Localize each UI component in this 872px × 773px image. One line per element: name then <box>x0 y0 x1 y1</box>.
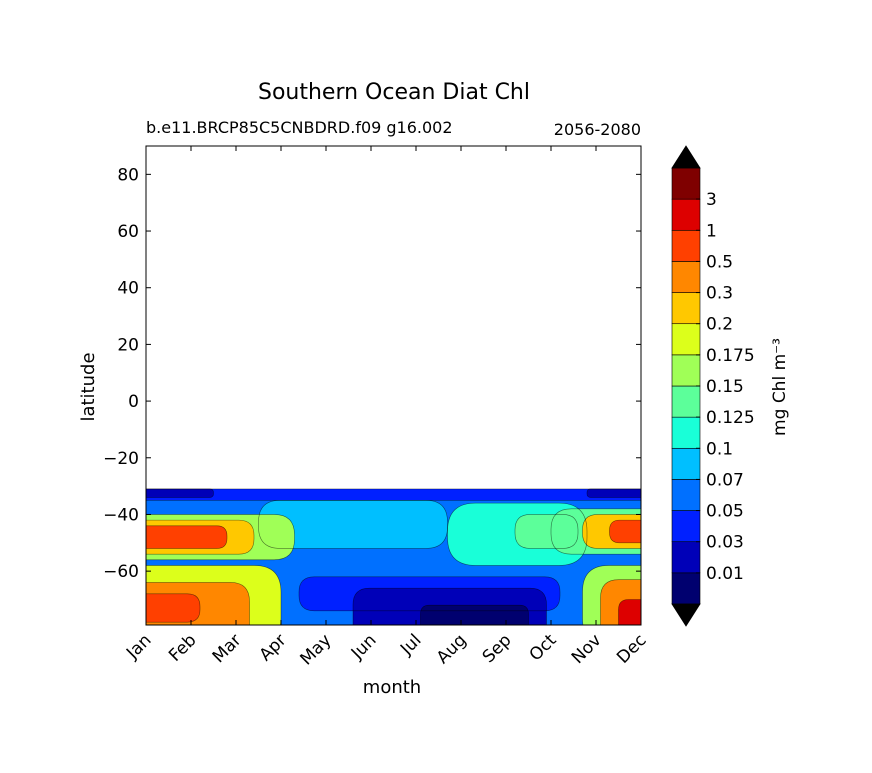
y-axis-label: latitude <box>78 352 99 421</box>
contour-line <box>586 488 641 498</box>
plot-frame <box>145 145 642 626</box>
x-tick-label: Feb <box>165 630 200 665</box>
y-tick-label: −60 <box>103 562 139 582</box>
contour-line <box>600 579 641 625</box>
y-axis: 80 60 40 20 0 −20 −40 −60 <box>103 165 641 582</box>
colorbar-segment <box>671 385 701 418</box>
colorbar-segment <box>671 229 701 262</box>
colorbar-tick-label: 0.01 <box>706 564 744 584</box>
y-tick-label: 60 <box>117 222 139 242</box>
contour-line <box>550 508 641 555</box>
contour-region <box>618 599 641 625</box>
contour-line <box>146 593 201 623</box>
colorbar-tick-label: 0.15 <box>706 377 744 397</box>
contour-line <box>514 514 579 549</box>
contour-region <box>609 520 641 543</box>
colorbar-segment <box>671 447 701 480</box>
colorbar-segment <box>671 572 701 605</box>
colorbar-tick-label: 0.125 <box>706 408 755 428</box>
x-tick-label: Mar <box>209 630 246 667</box>
contour-line <box>146 582 250 625</box>
contour-region <box>587 488 641 498</box>
colorbar-tick-label: 0.07 <box>706 470 744 490</box>
colorbar-tick-label: 0.05 <box>706 502 744 522</box>
colorbar-segment <box>671 479 701 511</box>
colorbar-tick-label: 3 <box>706 190 717 210</box>
x-tick-label: Jun <box>347 630 381 664</box>
colorbar-segment <box>671 292 701 325</box>
x-tick-label: Jan <box>122 630 155 663</box>
x-tick-label: Oct <box>526 630 561 665</box>
contour-region <box>146 593 200 623</box>
x-tick-label: May <box>297 630 336 669</box>
colorbar-segment <box>671 261 701 293</box>
colorbar-extend-up <box>671 145 701 169</box>
colorbar-segment <box>671 167 701 200</box>
contour-line <box>582 565 641 625</box>
chart-subtitle-left: b.e11.BRCP85C5CNBDRD.f09 g16.002 <box>146 118 453 137</box>
y-tick-label: 40 <box>117 279 139 299</box>
contour-line <box>582 514 641 549</box>
x-tick-label: Aug <box>433 630 471 668</box>
colorbar-tick-label: 1 <box>706 221 717 241</box>
x-tick-label: Dec <box>613 630 650 667</box>
contour-line <box>618 599 641 625</box>
contour-region <box>420 605 529 625</box>
y-tick-label: 0 <box>128 392 139 412</box>
colorbar-tick-label: 0.3 <box>706 284 733 304</box>
contour-line <box>146 525 228 549</box>
contour-line <box>298 576 561 612</box>
colorbar-segment <box>671 510 701 543</box>
contour-line <box>609 519 641 544</box>
contour-region <box>146 525 227 549</box>
colorbar-tick-label: 0.5 <box>706 252 733 272</box>
x-axis-label: month <box>363 677 421 698</box>
colorbar-segment <box>671 198 701 231</box>
colorbar-tick-label: 0.175 <box>706 346 755 366</box>
colorbar-segment <box>671 354 701 387</box>
colorbar-label: mg Chl m⁻³ <box>770 338 790 436</box>
chart-subtitle-right: 2056-2080 <box>554 120 641 139</box>
contour-line <box>146 488 214 498</box>
contour-region <box>146 488 214 498</box>
chart-title: Southern Ocean Diat Chl <box>258 80 530 105</box>
x-tick-label: Jul <box>396 630 425 659</box>
colorbar-extend-down <box>671 603 701 627</box>
contour-region <box>258 500 448 549</box>
contour-region <box>146 488 641 501</box>
colorbar-tick-label: 0.1 <box>706 439 733 459</box>
x-tick-label: Sep <box>479 630 516 667</box>
y-tick-label: 20 <box>117 335 139 355</box>
colorbar: 0.01 0.03 0.05 0.07 0.1 0.125 0.15 0.175 0.2 0.3 0… <box>671 145 755 627</box>
colorbar-tick-label: 0.03 <box>706 533 744 553</box>
colorbar-segment <box>671 323 701 356</box>
contour-line <box>352 587 547 625</box>
colorbar-tick-label: 0.2 <box>706 315 733 335</box>
contour-fill <box>146 488 641 625</box>
y-tick-label: −20 <box>103 449 139 469</box>
y-tick-label: 80 <box>117 165 139 185</box>
contour-line <box>146 514 295 561</box>
contour-line <box>258 499 448 549</box>
y-tick-label: −40 <box>103 505 139 525</box>
contour-line <box>420 604 529 625</box>
colorbar-segment <box>671 541 701 574</box>
x-tick-label: Apr <box>256 630 291 665</box>
colorbar-segment <box>671 416 701 449</box>
contour-line <box>447 502 588 566</box>
contour-line <box>146 519 255 555</box>
x-tick-label: Nov <box>568 630 606 668</box>
